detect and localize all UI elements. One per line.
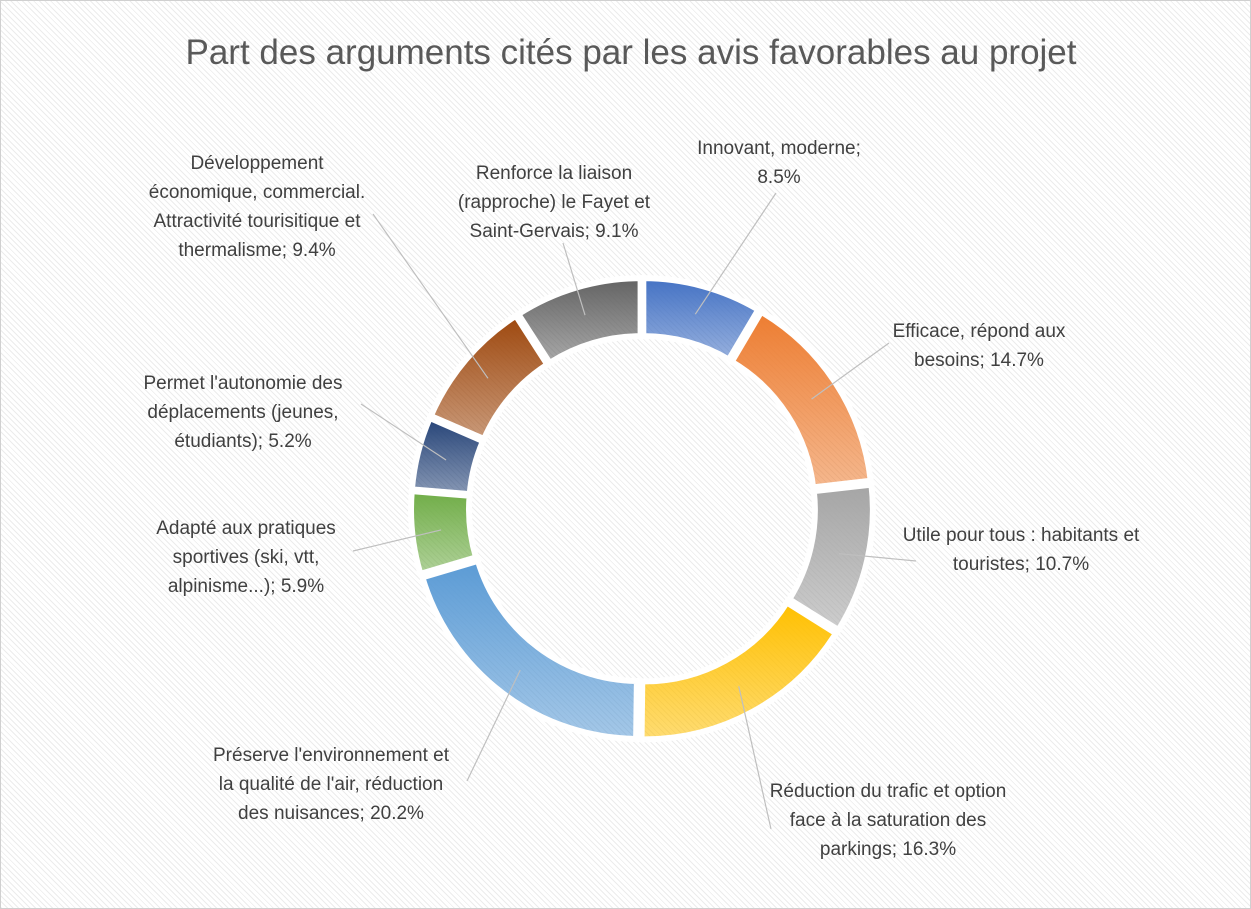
leader-line — [360, 403, 447, 461]
leader-line — [352, 529, 442, 552]
chart-title: Part des arguments cités par les avis fa… — [185, 33, 1077, 72]
donut-segment — [727, 307, 875, 491]
donut-segment — [418, 557, 640, 743]
leader-line — [838, 553, 917, 562]
donut-segment — [514, 275, 644, 368]
donut-segment — [408, 487, 480, 578]
leader-line — [738, 686, 772, 830]
data-label: Innovant, moderne; 8.5% — [697, 138, 861, 188]
data-label: Efficace, répond aux besoins; 14.7% — [892, 321, 1066, 371]
data-label: Réduction du trafic et option face à la … — [769, 781, 1007, 860]
leader-line — [372, 213, 489, 379]
data-label: Utile pour tous : habitants et touristes… — [902, 525, 1140, 575]
data-label: Préserve l'environnement et la qualité d… — [213, 745, 449, 824]
data-label: Développement économique, commercial. At… — [148, 153, 366, 261]
donut-segment — [785, 481, 876, 635]
donut-segment — [638, 598, 841, 743]
leader-line — [466, 669, 521, 782]
leader-line — [562, 242, 586, 316]
data-label: Adapté aux pratiques sportives (ski, vtt… — [156, 518, 336, 597]
leader-line — [694, 192, 777, 315]
leader-line — [811, 342, 890, 400]
data-label: Permet l'autonomie des déplacements (jeu… — [143, 373, 343, 452]
data-label: Renforce la liaison (rapproche) le Fayet… — [457, 163, 651, 242]
donut-segment — [640, 275, 763, 364]
